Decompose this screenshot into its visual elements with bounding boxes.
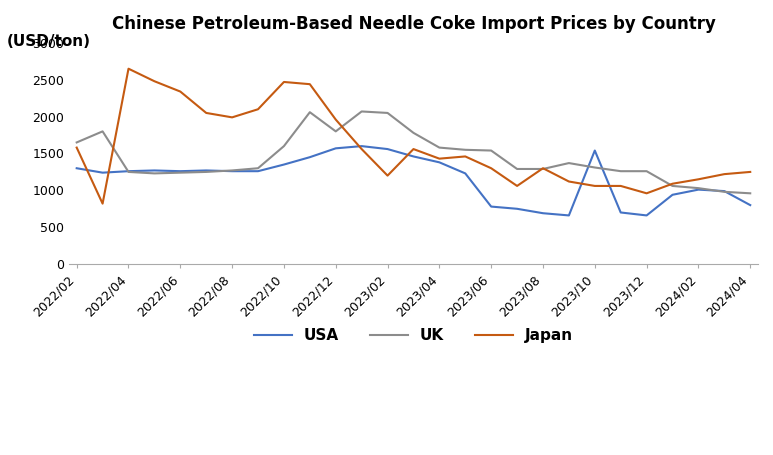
UK xyxy=(668,183,677,189)
UK xyxy=(254,166,263,171)
Japan xyxy=(486,166,495,171)
UK xyxy=(357,109,366,114)
Japan xyxy=(668,181,677,187)
Japan xyxy=(357,147,366,152)
Japan xyxy=(150,79,159,84)
UK xyxy=(227,168,237,173)
USA xyxy=(564,212,574,218)
UK xyxy=(409,130,418,136)
USA xyxy=(227,168,237,174)
Title: Chinese Petroleum-Based Needle Coke Import Prices by Country: Chinese Petroleum-Based Needle Coke Impo… xyxy=(111,15,715,33)
USA xyxy=(642,212,651,218)
Japan xyxy=(512,183,522,189)
Japan xyxy=(279,79,288,85)
USA xyxy=(202,168,211,173)
UK xyxy=(461,147,470,152)
Japan xyxy=(590,183,599,189)
USA xyxy=(694,187,703,192)
USA xyxy=(434,160,444,165)
USA xyxy=(357,143,366,149)
USA xyxy=(461,171,470,176)
UK xyxy=(694,186,703,191)
Japan xyxy=(98,201,107,207)
USA xyxy=(616,210,625,215)
Line: UK: UK xyxy=(77,111,751,193)
Japan xyxy=(124,66,133,71)
Japan xyxy=(254,106,263,112)
Japan xyxy=(434,156,444,162)
UK xyxy=(590,165,599,170)
Line: USA: USA xyxy=(77,146,751,215)
Japan xyxy=(746,169,755,175)
USA xyxy=(746,202,755,208)
USA xyxy=(409,154,418,159)
UK xyxy=(642,168,651,174)
Text: (USD/ton): (USD/ton) xyxy=(7,34,91,49)
UK xyxy=(486,148,495,153)
UK xyxy=(279,143,288,149)
Japan xyxy=(72,145,81,150)
USA xyxy=(150,168,159,173)
USA xyxy=(668,192,677,197)
UK xyxy=(98,129,107,134)
Japan xyxy=(642,191,651,196)
UK xyxy=(512,166,522,172)
Japan xyxy=(694,177,703,182)
UK xyxy=(202,169,211,175)
USA xyxy=(124,168,133,174)
USA xyxy=(331,146,340,151)
Legend: USA, UK, Japan: USA, UK, Japan xyxy=(247,322,580,349)
UK xyxy=(331,129,340,134)
UK xyxy=(175,170,185,175)
Japan xyxy=(331,117,340,122)
UK xyxy=(616,168,625,174)
USA xyxy=(720,188,729,194)
UK xyxy=(564,160,574,166)
Line: Japan: Japan xyxy=(77,69,751,204)
UK xyxy=(746,191,755,196)
Japan xyxy=(227,115,237,120)
UK xyxy=(150,171,159,176)
Japan xyxy=(720,172,729,177)
USA xyxy=(254,168,263,174)
Japan xyxy=(616,183,625,189)
USA xyxy=(305,154,315,160)
USA xyxy=(512,206,522,212)
Japan xyxy=(305,81,315,87)
UK xyxy=(124,169,133,175)
Japan xyxy=(564,179,574,184)
UK xyxy=(383,110,392,116)
UK xyxy=(305,110,315,115)
UK xyxy=(720,189,729,195)
USA xyxy=(175,168,185,174)
USA xyxy=(538,211,547,216)
Japan xyxy=(383,173,392,178)
UK xyxy=(434,145,444,150)
USA xyxy=(590,148,599,153)
USA xyxy=(486,204,495,209)
UK xyxy=(72,140,81,145)
USA xyxy=(279,162,288,167)
Japan xyxy=(538,166,547,171)
Japan xyxy=(175,89,185,94)
USA xyxy=(72,166,81,171)
USA xyxy=(98,170,107,175)
USA xyxy=(383,147,392,152)
Japan xyxy=(461,154,470,159)
Japan xyxy=(202,110,211,116)
Japan xyxy=(409,147,418,152)
UK xyxy=(538,166,547,172)
